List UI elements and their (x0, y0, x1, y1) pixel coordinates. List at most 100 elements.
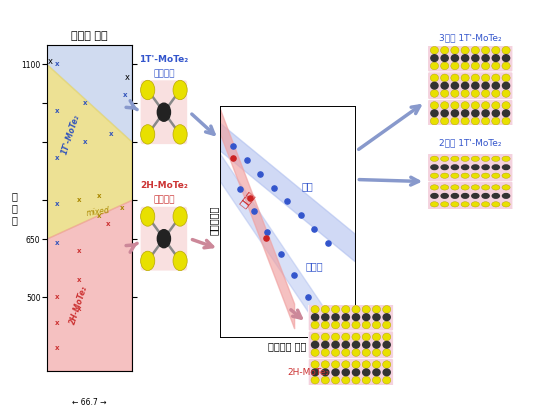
Text: 금속: 금속 (302, 181, 314, 191)
Circle shape (492, 62, 500, 70)
Circle shape (321, 333, 329, 341)
Point (317, 315, 326, 322)
Circle shape (311, 341, 318, 348)
Circle shape (481, 156, 490, 162)
Text: 1T'-MoTe₂: 1T'-MoTe₂ (139, 55, 189, 64)
Text: mixed: mixed (86, 206, 110, 218)
Circle shape (352, 306, 360, 313)
Circle shape (342, 369, 349, 376)
Circle shape (452, 193, 459, 198)
Circle shape (452, 82, 459, 89)
Circle shape (430, 62, 438, 70)
Circle shape (441, 47, 449, 54)
Circle shape (503, 165, 510, 170)
Text: 전기전도도: 전기전도도 (208, 206, 218, 235)
Circle shape (431, 193, 438, 198)
Circle shape (471, 156, 480, 162)
Circle shape (482, 110, 489, 117)
Circle shape (502, 117, 510, 125)
Circle shape (471, 202, 480, 207)
Circle shape (472, 55, 479, 62)
Circle shape (441, 102, 449, 109)
Circle shape (451, 47, 459, 54)
Circle shape (492, 47, 500, 54)
Circle shape (451, 202, 459, 207)
Circle shape (441, 74, 449, 82)
Circle shape (311, 333, 319, 341)
Text: x: x (77, 306, 81, 312)
Circle shape (452, 165, 459, 170)
Circle shape (332, 314, 339, 321)
Circle shape (451, 156, 459, 162)
Circle shape (322, 369, 329, 376)
Circle shape (441, 117, 449, 125)
Circle shape (471, 90, 480, 97)
Circle shape (372, 349, 381, 356)
Circle shape (472, 193, 479, 198)
Text: x: x (55, 108, 59, 114)
Circle shape (362, 314, 370, 321)
Circle shape (492, 165, 499, 170)
Circle shape (362, 369, 370, 376)
Circle shape (503, 193, 510, 198)
Circle shape (502, 47, 510, 54)
Circle shape (471, 62, 480, 70)
Circle shape (481, 62, 490, 70)
Circle shape (352, 361, 360, 368)
Circle shape (503, 110, 510, 117)
Circle shape (471, 185, 480, 190)
Circle shape (441, 185, 449, 190)
FancyBboxPatch shape (428, 72, 513, 99)
Point (236, 186, 245, 192)
Circle shape (430, 102, 438, 109)
Circle shape (383, 341, 390, 348)
Text: x: x (119, 205, 124, 211)
Circle shape (471, 173, 480, 178)
Circle shape (503, 55, 510, 62)
Circle shape (482, 55, 489, 62)
Circle shape (441, 173, 449, 178)
Circle shape (332, 376, 340, 384)
Text: x: x (106, 221, 111, 226)
Text: x: x (77, 277, 81, 283)
Point (229, 143, 238, 149)
Point (261, 235, 270, 242)
Circle shape (471, 117, 480, 125)
Circle shape (492, 74, 500, 82)
Circle shape (482, 165, 489, 170)
Circle shape (383, 321, 391, 329)
Text: x: x (55, 345, 59, 351)
Polygon shape (47, 45, 132, 142)
Text: x: x (123, 92, 128, 98)
Text: 구조모형: 구조모형 (153, 69, 175, 78)
Circle shape (383, 376, 391, 384)
Circle shape (451, 117, 459, 125)
Circle shape (492, 90, 500, 97)
Circle shape (352, 333, 360, 341)
Circle shape (431, 165, 438, 170)
Circle shape (311, 376, 319, 384)
Text: x: x (55, 320, 59, 326)
Circle shape (321, 349, 329, 356)
Circle shape (372, 333, 381, 341)
Circle shape (472, 110, 479, 117)
Text: 2차원 1T'-MoTe₂: 2차원 1T'-MoTe₂ (439, 138, 502, 147)
Text: x: x (77, 197, 81, 203)
Point (303, 293, 312, 300)
Circle shape (353, 369, 360, 376)
Circle shape (321, 306, 329, 313)
FancyBboxPatch shape (309, 304, 393, 330)
Point (256, 171, 265, 177)
Text: 2H-MoTe₂: 2H-MoTe₂ (140, 181, 188, 190)
FancyBboxPatch shape (428, 182, 513, 210)
Circle shape (461, 165, 469, 170)
Circle shape (452, 55, 459, 62)
Circle shape (342, 306, 350, 313)
Circle shape (502, 90, 510, 97)
Circle shape (492, 173, 500, 178)
Circle shape (383, 369, 390, 376)
Circle shape (441, 165, 448, 170)
Text: x: x (55, 240, 59, 246)
Circle shape (481, 173, 490, 178)
Circle shape (461, 102, 469, 109)
